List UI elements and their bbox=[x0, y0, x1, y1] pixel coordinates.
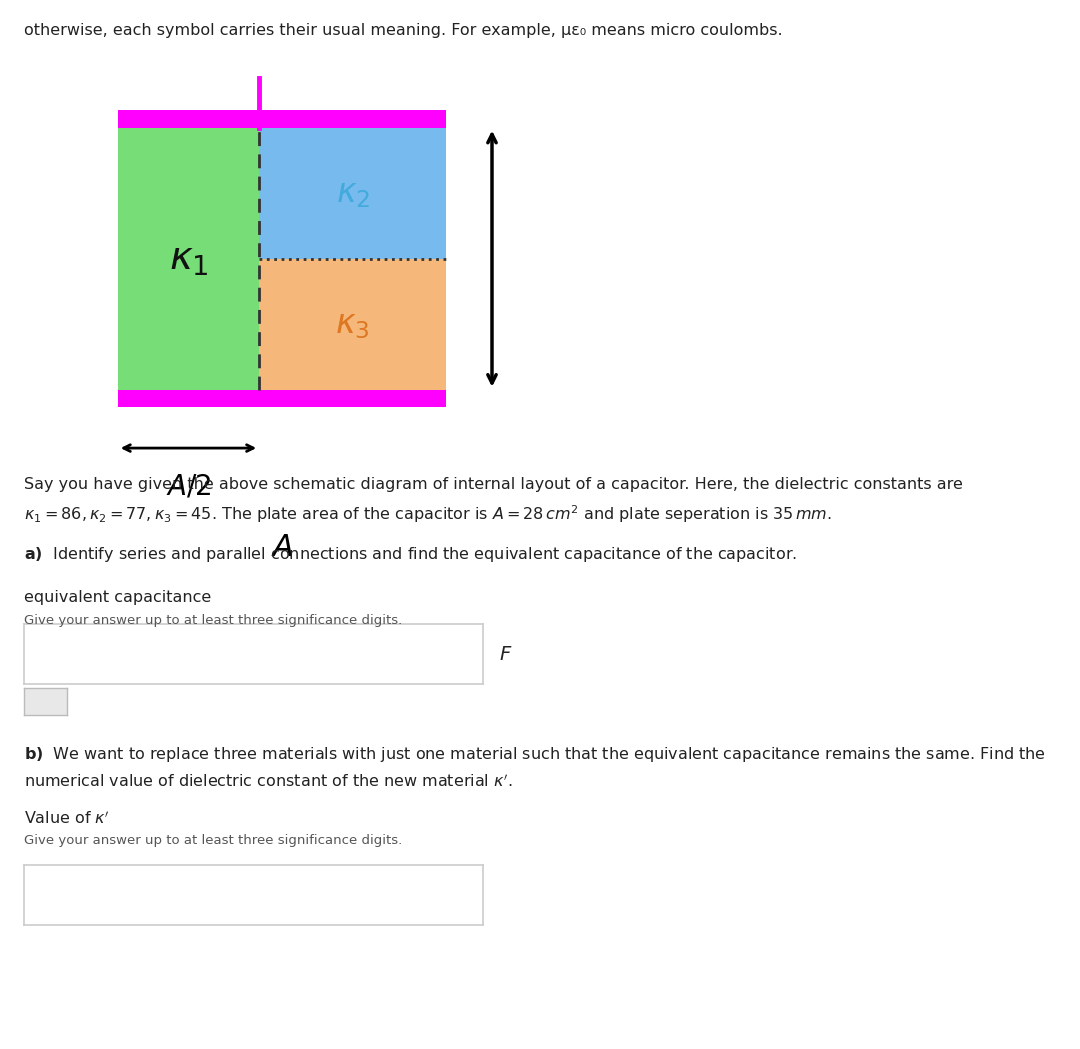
Bar bbox=[118, 389, 446, 407]
Bar bbox=[118, 110, 446, 128]
Text: Say you have given the above schematic diagram of internal layout of a capacitor: Say you have given the above schematic d… bbox=[24, 477, 962, 492]
Bar bbox=[259, 259, 446, 389]
Text: $A$: $A$ bbox=[271, 533, 294, 563]
Text: $\kappa_3$: $\kappa_3$ bbox=[336, 307, 370, 341]
Text: $A/2$: $A/2$ bbox=[165, 473, 212, 500]
Text: Value of $\kappa'$: Value of $\kappa'$ bbox=[24, 810, 110, 827]
Text: equivalent capacitance: equivalent capacitance bbox=[24, 590, 211, 604]
Text: $\kappa_2$: $\kappa_2$ bbox=[336, 176, 369, 210]
Text: $\mathbf{b)}$  We want to replace three materials with just one material such th: $\mathbf{b)}$ We want to replace three m… bbox=[24, 745, 1045, 764]
Text: $F$: $F$ bbox=[499, 645, 512, 664]
Text: numerical value of dielectric constant of the new material $\kappa'$.: numerical value of dielectric constant o… bbox=[24, 773, 512, 790]
Text: $\kappa_1 = 86, \kappa_2 = 77, \kappa_3 = 45$. The plate area of the capacitor i: $\kappa_1 = 86, \kappa_2 = 77, \kappa_3 … bbox=[24, 504, 832, 526]
Text: otherwise, each symbol carries their usual meaning. For example, με₀ means micro: otherwise, each symbol carries their usu… bbox=[24, 23, 782, 38]
Text: Give your answer up to at least three significance digits.: Give your answer up to at least three si… bbox=[24, 834, 402, 847]
Bar bbox=[118, 128, 259, 389]
Bar bbox=[259, 128, 446, 259]
Text: Give your answer up to at least three significance digits.: Give your answer up to at least three si… bbox=[24, 614, 402, 626]
Text: $\kappa_1$: $\kappa_1$ bbox=[168, 240, 208, 278]
Text: $\mathbf{a)}$  Identify series and parallel connections and find the equivalent : $\mathbf{a)}$ Identify series and parall… bbox=[24, 545, 797, 564]
